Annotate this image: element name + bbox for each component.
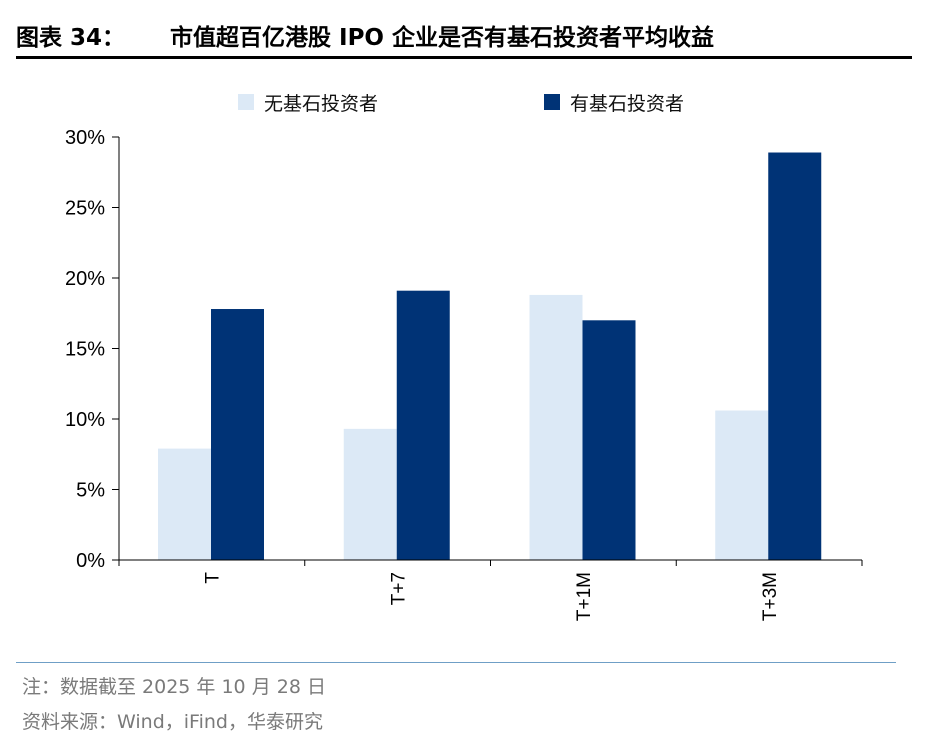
footer-divider <box>16 662 896 663</box>
y-tick-label: 5% <box>76 480 105 502</box>
y-tick-label: 0% <box>76 550 105 572</box>
y-tick-label: 25% <box>65 198 105 220</box>
bar <box>396 290 450 560</box>
legend-label: 无基石投资者 <box>264 93 378 115</box>
bar <box>529 294 583 560</box>
y-axis: 0% 5% 10% 15% 20% 25% 30% <box>65 127 120 572</box>
legend-label: 有基石投资者 <box>570 93 684 115</box>
y-tick-label: 20% <box>65 268 105 290</box>
x-tick-label: T <box>203 572 224 584</box>
figure-header: 图表 34： 市值超百亿港股 IPO 企业是否有基石投资者平均收益 <box>16 14 912 59</box>
figure-title: 市值超百亿港股 IPO 企业是否有基石投资者平均收益 <box>170 25 714 51</box>
bar <box>211 309 264 560</box>
bar <box>582 320 636 560</box>
bar <box>715 410 769 560</box>
legend-swatch <box>238 94 254 110</box>
data-note: 注：数据截至 2025 年 10 月 28 日 <box>22 676 326 698</box>
y-tick-label: 30% <box>65 127 105 149</box>
bar <box>768 152 822 560</box>
source-note: 资料来源：Wind，iFind，华泰研究 <box>22 711 323 733</box>
bar-chart: 无基石投资者 有基石投资者 0% 5% 10% 15% 20% 25% 30% T T+7 T+1… <box>65 93 863 621</box>
bar <box>343 428 397 560</box>
y-tick-label: 10% <box>65 409 105 431</box>
legend: 无基石投资者 有基石投资者 <box>238 93 684 115</box>
bar <box>158 448 211 560</box>
figure-label: 图表 34： <box>16 25 126 51</box>
bars <box>158 152 822 560</box>
x-tick-label: T+1M <box>574 572 595 621</box>
x-tick-label: T+3M <box>760 572 781 621</box>
legend-swatch <box>544 94 560 110</box>
y-tick-label: 15% <box>65 339 105 361</box>
x-axis: T T+7 T+1M T+3M <box>118 559 863 621</box>
x-tick-label: T+7 <box>388 572 409 605</box>
